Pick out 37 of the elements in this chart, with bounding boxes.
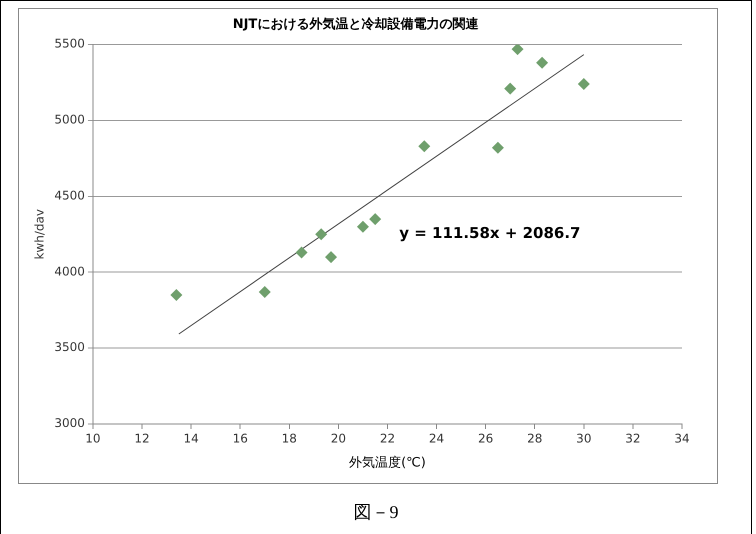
point	[356, 220, 369, 233]
point	[578, 78, 590, 90]
point	[418, 140, 430, 152]
x-tick-label: 28	[527, 431, 542, 446]
y-tick-label: 4000	[54, 264, 85, 278]
point	[170, 289, 182, 302]
x-tick-label: 34	[674, 431, 690, 446]
y-tick-label: 5500	[54, 36, 85, 51]
point	[504, 82, 516, 95]
x-axis-title: 外気温度(℃)	[349, 454, 426, 471]
annotation: y = 111.58x + 2086.7	[399, 224, 580, 242]
chart-title: NJTにおける外気温と冷却設備電力の関連	[232, 16, 480, 32]
x-tick-label: 10	[85, 431, 101, 446]
point	[258, 286, 271, 298]
x-tick-label: 24	[428, 431, 444, 446]
y-tick-label: 5000	[54, 112, 85, 127]
point	[296, 246, 308, 259]
x-tick-label: 22	[380, 431, 396, 446]
point	[369, 213, 382, 226]
x-tick-label: 14	[183, 431, 199, 446]
x-tick-label: 32	[625, 431, 641, 446]
point	[325, 251, 338, 264]
x-tick-label: 16	[232, 431, 248, 446]
point	[492, 142, 504, 154]
text: 図－9	[352, 501, 400, 524]
point	[315, 228, 328, 240]
x-tick-label: 12	[134, 431, 150, 446]
y-tick-label: 3500	[54, 340, 85, 354]
y-axis-title: kwh/dav	[32, 209, 46, 260]
x-tick-label: 30	[576, 431, 592, 446]
x-tick-label: 18	[282, 431, 297, 446]
point	[512, 44, 524, 56]
x-tick-label: 26	[478, 431, 494, 446]
y-tick-label: 3000	[54, 416, 85, 430]
y-tick-label: 4500	[54, 188, 85, 202]
point	[536, 56, 548, 69]
x-tick-label: 20	[330, 431, 346, 446]
